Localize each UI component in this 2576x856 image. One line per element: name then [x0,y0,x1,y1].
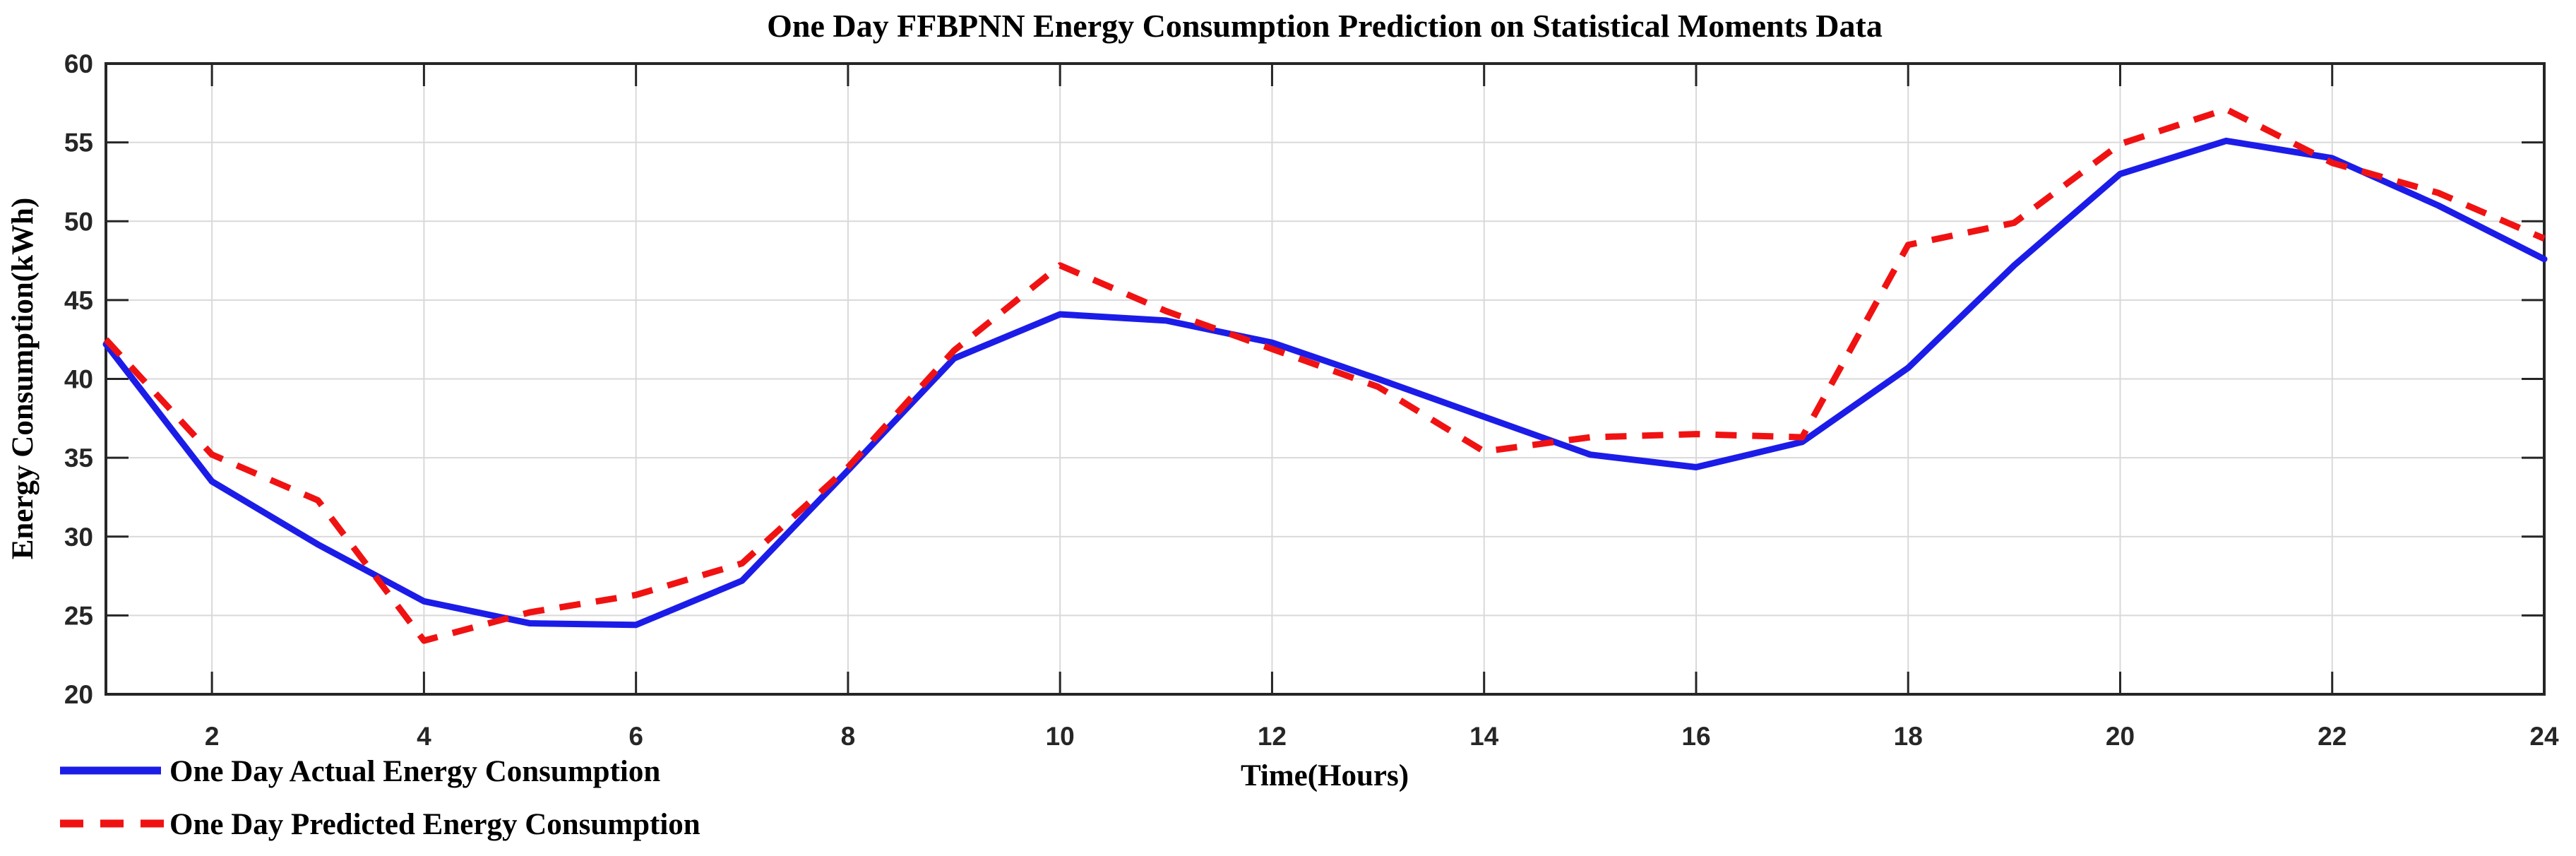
legend-label-actual: One Day Actual Energy Consumption [169,755,660,788]
x-tick-label: 18 [1894,722,1923,751]
x-tick-label: 24 [2529,722,2559,751]
x-tick-label: 2 [205,722,220,751]
y-tick-label: 55 [64,129,93,157]
predicted-line [103,106,2546,644]
y-tick-label: 60 [64,49,93,78]
x-tick-label: 14 [1469,722,1499,751]
x-tick-label: 6 [628,722,643,751]
y-tick-label: 50 [64,207,93,236]
x-tick-label: 12 [1258,722,1287,751]
chart-title: One Day FFBPNN Energy Consumption Predic… [767,8,1883,44]
y-tick-label: 45 [64,286,93,315]
y-tick-label: 35 [64,444,93,472]
y-tick-label: 40 [64,365,93,394]
legend: One Day Actual Energy Consumption One Da… [60,755,700,841]
x-tick-label: 22 [2318,722,2347,751]
x-tick-label: 16 [1681,722,1710,751]
x-tick-label: 10 [1046,722,1075,751]
y-axis-label: Energy Consumption(kWh) [6,198,40,560]
x-tick-label: 4 [417,722,431,751]
y-tick-label: 20 [64,680,93,709]
y-tick-label: 25 [64,601,93,630]
actual-line [102,137,2548,629]
x-tick-label: 8 [841,722,856,751]
x-tick-label: 20 [2106,722,2135,751]
x-axis-label: Time(Hours) [1241,759,1409,792]
y-tick-label: 30 [64,523,93,552]
legend-label-predicted: One Day Predicted Energy Consumption [169,808,700,841]
